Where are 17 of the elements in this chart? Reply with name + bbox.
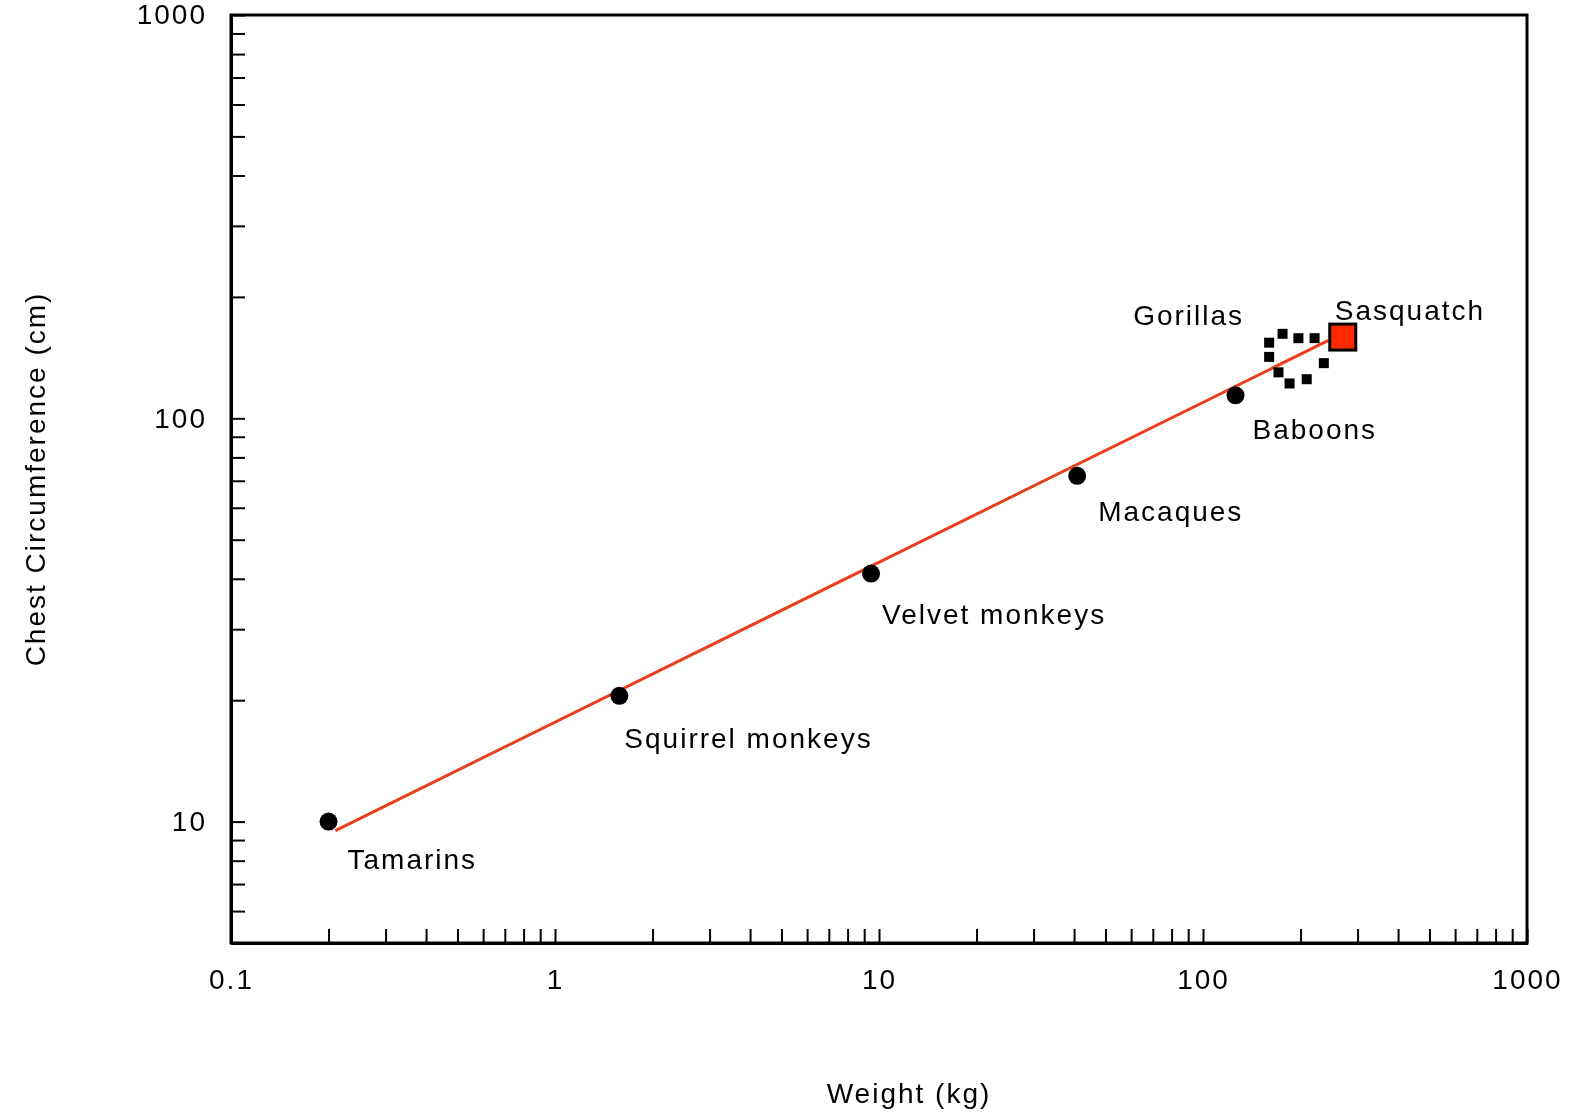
y-tick-label: 1000 [136,0,207,31]
annotation: Velvet monkeys [882,599,1107,631]
x-tick-label: 100 [1177,963,1230,995]
annotation: Macaques [1098,495,1244,527]
annotation: Sasquatch [1334,294,1486,326]
x-tick-label: 1 [546,963,565,995]
annotation: Baboons [1252,414,1378,446]
x-tick-label: 0.1 [209,963,254,995]
annotation: Squirrel monkeys [624,722,873,754]
y-axis-title: Chest Circumference (cm) [19,291,51,667]
y-tick-label: 10 [171,806,207,838]
x-axis-title: Weight (kg) [826,1077,992,1109]
annotation: Tamarins [347,844,478,876]
y-tick-label: 100 [154,402,207,434]
x-tick-label: 10 [861,963,898,995]
annotation: Gorillas [1133,300,1245,332]
x-tick-label: 1000 [1492,963,1563,995]
